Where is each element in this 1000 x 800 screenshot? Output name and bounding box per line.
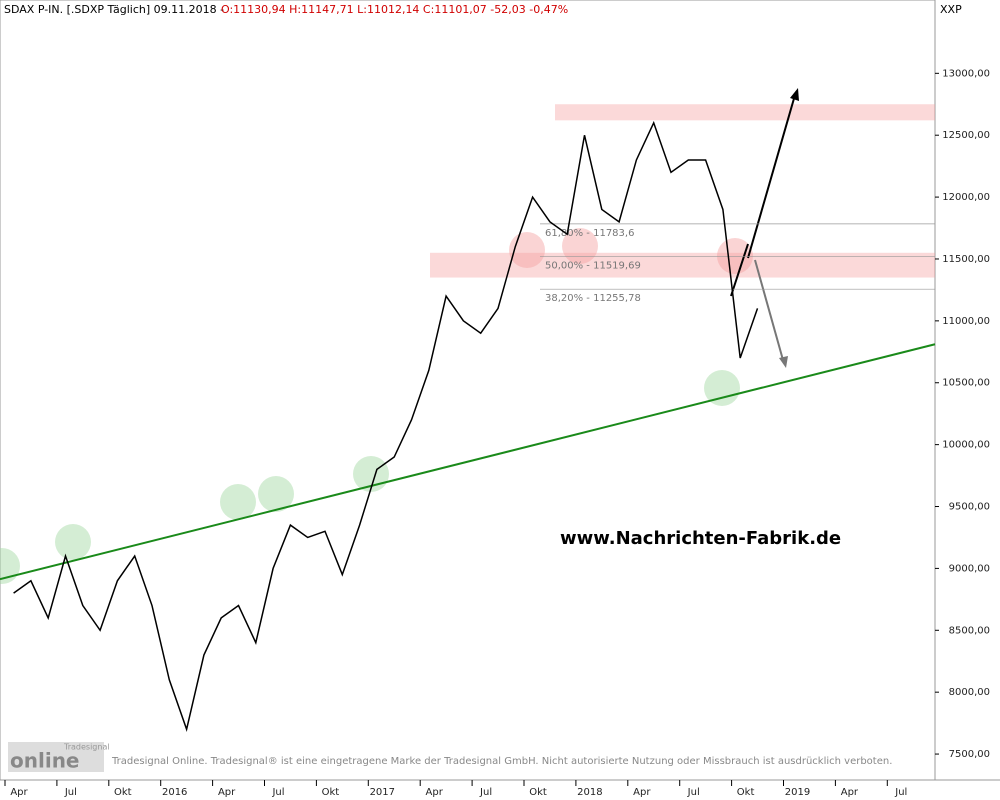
x-tick-label: Apr [633,787,651,798]
y-tick-label: 8000,00 [949,687,990,698]
y-tick-label: 11500,00 [942,254,990,265]
fib-label: 61,80% - 11783,6 [545,228,634,239]
x-tick-label: 2017 [370,787,395,798]
watermark: www.Nachrichten-Fabrik.de [560,528,841,549]
y-tick-label: 11000,00 [942,316,990,327]
x-tick-label: 2018 [577,787,602,798]
highlight-circle [717,238,753,274]
x-tick-label: Jul [271,787,284,798]
x-tick-label: Apr [841,787,859,798]
y-tick-label: 12500,00 [942,130,990,141]
x-tick-label: Jul [687,787,700,798]
price-line [13,120,759,732]
x-tick-label: Apr [10,787,28,798]
highlight-circle [220,484,256,520]
arrow [754,259,784,361]
y-tick-label: 12000,00 [942,192,990,203]
zone [555,104,935,121]
plot-frame [0,0,936,781]
y-tick-label: 13000,00 [942,68,990,79]
x-tick-label: Okt [529,787,547,798]
arrows [730,94,796,361]
header-instrument: SDAX P-IN. [.SDXP Täglich] 09.11.2018 - [4,3,224,16]
highlight-circle [55,524,91,560]
x-tick-label: Jul [64,787,77,798]
x-tick-label: Okt [322,787,340,798]
axis-code: XXP [940,3,962,16]
y-tick-label: 8500,00 [949,625,990,636]
logo: online [10,749,80,773]
arrow-head [790,88,799,101]
highlight-circle [258,476,294,512]
y-tick-label: 9000,00 [949,563,990,574]
fib-label: 38,20% - 11255,78 [545,293,641,304]
x-tick-label: Jul [894,787,907,798]
x-tick-label: Apr [426,787,444,798]
trendline [0,343,936,581]
highlight-circle [704,370,740,406]
arrow-head [779,356,788,368]
highlight-circle [562,228,598,264]
y-tick-label: 9500,00 [949,502,990,513]
disclaimer: Tradesignal Online. Tradesignal® ist ein… [111,756,892,767]
arrow [747,94,796,259]
x-tick-label: 2019 [785,787,810,798]
logo-small: Tradesignal [63,743,110,752]
header-quote: O:11130,94 H:11147,71 L:11012,14 C:11101… [221,3,568,16]
x-tick-label: Jul [479,787,492,798]
arrow [730,243,749,297]
zone [430,252,935,278]
x-tick-label: Apr [218,787,236,798]
y-tick-label: 7500,00 [949,749,990,760]
x-tick-label: Okt [737,787,755,798]
logo-box [8,742,104,772]
highlights [0,370,740,584]
x-tick-label: 2016 [162,787,187,798]
x-tick-label: Okt [114,787,132,798]
y-tick-label: 10500,00 [942,378,990,389]
fib-label: 50,00% - 11519,69 [545,261,641,272]
y-tick-label: 10000,00 [942,440,990,451]
